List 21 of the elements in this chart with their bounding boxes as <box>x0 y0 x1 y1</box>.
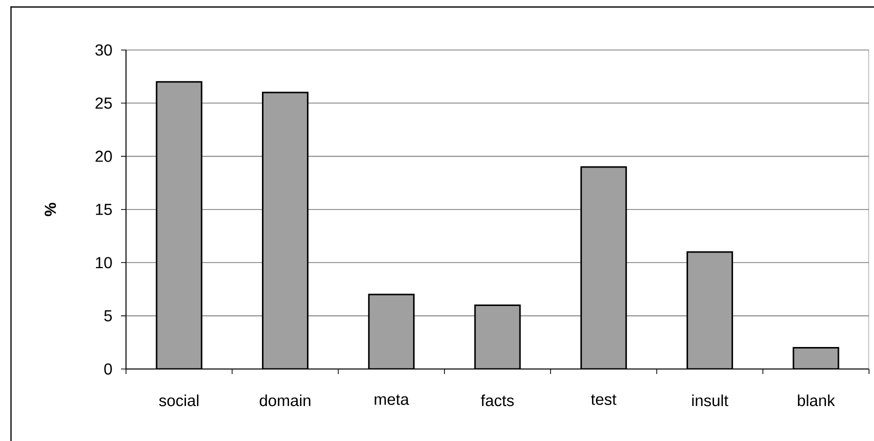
x-tick-label: domain <box>260 394 310 406</box>
y-tick-label: 25 <box>96 98 112 109</box>
bar <box>474 304 521 369</box>
bar <box>686 251 734 369</box>
bar <box>262 92 308 369</box>
y-tick-label: 10 <box>96 257 112 268</box>
y-tick-label: 30 <box>95 44 112 56</box>
y-tick-label: 15 <box>96 204 112 216</box>
x-tick-label: meta <box>374 394 410 405</box>
y-tick-label: 20 <box>96 150 112 162</box>
x-tick-label: blank <box>798 394 835 406</box>
y-axis-title: % <box>44 202 56 216</box>
x-tick-label: facts <box>480 394 514 406</box>
bar <box>156 81 202 369</box>
x-tick-label: social <box>159 394 198 406</box>
bar <box>580 166 627 369</box>
x-tick-label: test <box>591 394 616 405</box>
x-tick-label: insult <box>692 394 728 406</box>
y-tick-label: 0 <box>104 363 112 375</box>
y-tick-label: 5 <box>104 310 112 322</box>
bar <box>368 294 415 369</box>
